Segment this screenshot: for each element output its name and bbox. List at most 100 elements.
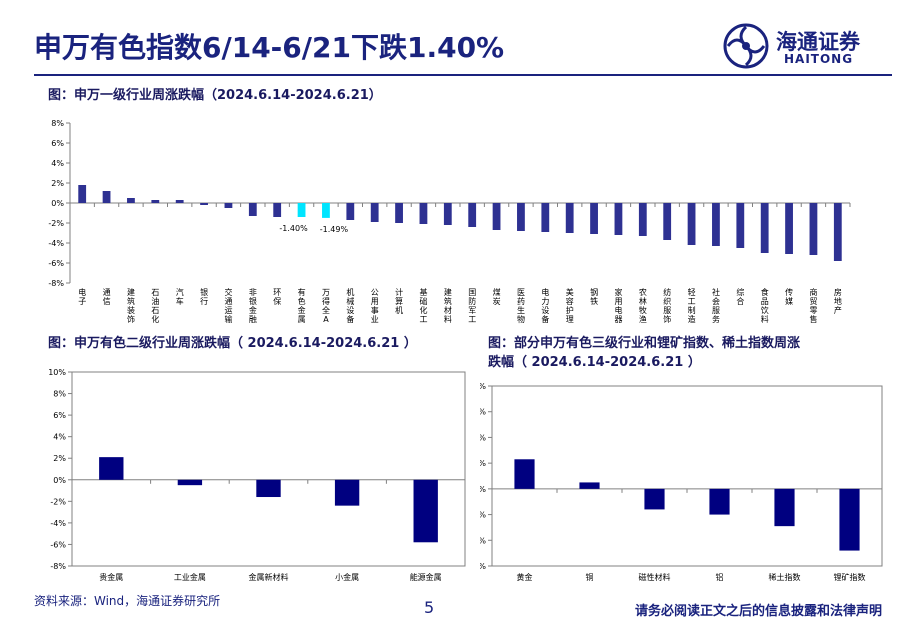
category-label: 社会服务 (712, 287, 720, 324)
chart2-title: 图：申万有色二级行业周涨跌幅（ 2024.6.14-2024.6.21 ） (48, 336, 417, 351)
category-label: 房地产 (834, 287, 842, 315)
category-label: 食品饮料 (761, 287, 769, 324)
y-tick-label: 4% (53, 433, 66, 442)
chart-nonferrous-level3: 8% 6% 4% 2% 0% -2% -4% -6% 黄金 铜 磁性材料 铝 稀土指数 锂矿指数 (480, 382, 883, 582)
bar-有色金属 (297, 203, 306, 217)
category-label: 国防军工 (468, 288, 476, 324)
bar-公用事业 (370, 203, 379, 222)
bar-铝 (709, 488, 730, 515)
category-label: 磁性材料 (639, 572, 671, 582)
y-tick-label: 8% (51, 119, 64, 128)
y-tick-label: 0% (480, 485, 486, 494)
category-label: 公用事业 (371, 288, 379, 324)
plot-frame (71, 371, 466, 567)
y-tick-label: -2% (50, 497, 66, 506)
category-label: 能源金属 (410, 572, 442, 582)
category-label: 通信 (103, 287, 111, 306)
bar-汽车 (175, 200, 184, 203)
haitong-logo: 海通证券 HAITONG (722, 22, 892, 70)
y-tick-label: 2% (51, 179, 64, 188)
category-label: 环保 (273, 288, 281, 306)
bar-钢铁 (590, 203, 598, 234)
category-label: 银行 (200, 287, 208, 306)
bar-通信 (102, 191, 111, 203)
category-label: 建筑材料 (444, 287, 452, 324)
bar-小金属 (334, 479, 360, 506)
category-label: 贵金属 (99, 572, 123, 582)
bar-商贸零售 (809, 203, 818, 255)
y-tick-label: 0% (51, 199, 64, 208)
category-label: 万得全 A (322, 288, 330, 324)
y-tick-label: -4% (480, 536, 486, 545)
bar-黄金 (514, 459, 535, 489)
chart-industry-level1: 8%6%4%2%0%-2%-4%-6%-8%-1.40% -1.49%电子通信建筑… (48, 119, 851, 324)
plot-frame (491, 385, 883, 567)
category-label: 机械设备 (346, 287, 354, 324)
y-tick-label: 10% (48, 368, 66, 377)
category-label: 传媒 (785, 287, 793, 306)
category-label: 锂矿指数 (834, 572, 866, 582)
category-label: 有色金属 (298, 287, 306, 324)
bar-电力设备 (541, 203, 550, 232)
category-label: 煤炭 (493, 287, 501, 306)
bar-石油石化 (151, 200, 160, 203)
bar-建筑装饰 (127, 198, 135, 203)
category-label: 医药生物 (517, 288, 525, 324)
bar-工业金属 (177, 479, 203, 486)
bar-万得全A (322, 203, 330, 218)
bar-美容护理 (565, 203, 574, 233)
y-tick-label: -6% (480, 562, 486, 571)
category-label: 综合 (736, 287, 744, 306)
category-label: 钢铁 (590, 287, 598, 306)
category-label: 金属新材料 (249, 572, 289, 582)
bar-能源金属 (413, 479, 438, 543)
y-tick-label: -6% (48, 259, 64, 268)
bar-医药生物 (517, 203, 525, 231)
category-label: 美容护理 (566, 287, 574, 324)
disclaimer: 请务必阅读正文之后的信息披露和法律声明 (634, 604, 882, 619)
category-label: 计算机 (395, 287, 403, 315)
y-tick-label: -4% (48, 239, 64, 248)
y-tick-label: 6% (480, 408, 486, 417)
bar-铜 (579, 482, 600, 489)
category-label: 农林牧渔 (639, 287, 647, 324)
data-label: -1.49% (320, 225, 349, 234)
bar-金属新材料 (256, 479, 281, 498)
y-tick-label: 2% (53, 454, 66, 463)
chart1-title: 图：申万一级行业周涨跌幅（2024.6.14-2024.6.21） (48, 88, 382, 103)
bar-综合 (736, 203, 745, 248)
category-label: 小金属 (335, 572, 359, 582)
bar-纺织服饰 (663, 203, 672, 240)
y-tick-label: 6% (51, 139, 64, 148)
bar-磁性材料 (644, 488, 665, 510)
y-tick-label: 2% (480, 459, 486, 468)
bar-轻工制造 (687, 203, 696, 245)
bar-社会服务 (712, 203, 720, 246)
category-label: 家用电器 (614, 287, 622, 324)
category-label: 稀土指数 (769, 572, 801, 582)
y-tick-label: 4% (480, 433, 486, 442)
category-label: 铝 (716, 572, 724, 582)
category-label: 黄金 (517, 572, 533, 582)
haitong-emblem-icon (723, 23, 769, 69)
y-tick-label: 0% (53, 476, 66, 485)
category-label: 电力设备 (541, 287, 549, 324)
bar-农林牧渔 (638, 203, 647, 236)
chart3-title-line2: 跌幅（ 2024.6.14-2024.6.21 ） (488, 355, 701, 370)
bar-房地产 (833, 203, 842, 261)
y-tick-label: -2% (480, 511, 486, 520)
page-title: 申万有色指数6/14-6/21下跌1.40% (34, 31, 505, 64)
logo-chinese-text: 海通证券 (776, 29, 860, 54)
category-label: 铜 (586, 572, 594, 582)
bar-锂矿指数 (839, 488, 860, 551)
bar-食品饮料 (760, 203, 769, 253)
y-tick-label: -8% (50, 562, 66, 571)
category-label: 电子 (78, 287, 86, 306)
y-tick-label: -6% (50, 540, 66, 549)
data-label: -1.40% (279, 224, 308, 233)
y-tick-label: 8% (53, 390, 66, 399)
bar-银行 (200, 203, 208, 205)
title-divider (34, 74, 892, 76)
chart-nonferrous-level2: 10% 8% 6% 4% 2% 0% -2% -4% -6% -8% 贵金属 工业金属 金属新材料 小金属… (48, 368, 466, 582)
category-label: 非银金融 (249, 287, 257, 324)
